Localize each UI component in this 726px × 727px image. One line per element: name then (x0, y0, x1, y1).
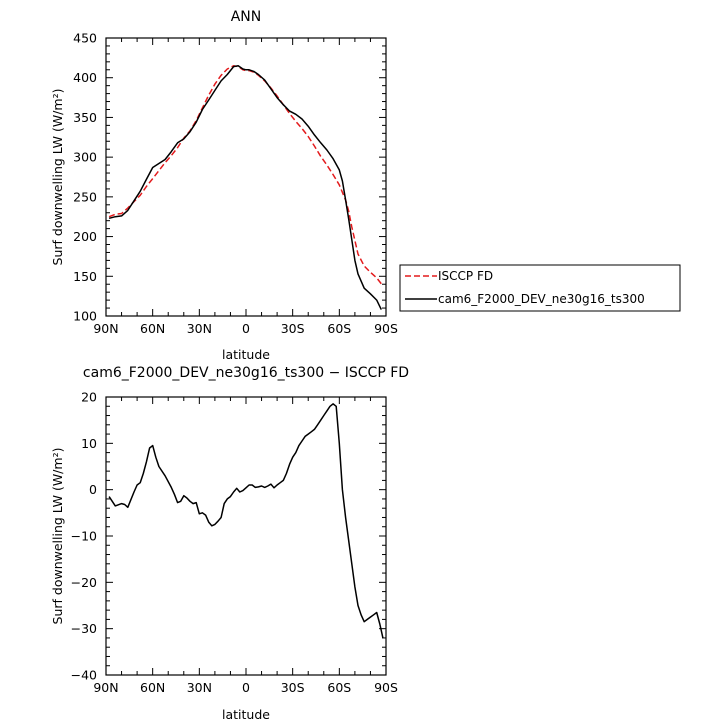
panel-bottom-ticks: 90N 60N 30N 0 30S 60S 90S −40 −30 −20 −10 0 10 20 (71, 390, 398, 696)
y-tick-label: 100 (73, 309, 97, 324)
series-line-bottom-1 (108, 403, 384, 639)
y-tick-label: −20 (71, 575, 97, 590)
y-tick-label: 0 (89, 482, 97, 497)
y-tick-label: 10 (81, 436, 97, 451)
x-tick-label: 60N (140, 321, 165, 336)
x-tick-label: 90N (93, 680, 118, 695)
panel-top-ticks: 90N 60N 30N 0 30S 60S 90S 100 150 200 250 300 350 400… (73, 31, 398, 337)
y-tick-label: 20 (81, 390, 97, 405)
panel-top-plot-frame (105, 37, 387, 317)
y-tick-label: −40 (71, 668, 97, 683)
x-tick-label: 30S (281, 321, 305, 336)
x-tick-label: 90N (93, 321, 118, 336)
legend-box (399, 264, 681, 312)
x-tick-label: 60S (327, 680, 351, 695)
series-line-top-1 (108, 65, 384, 287)
legend-label-cam6: cam6_F2000_DEV_ne30g16_ts300 (438, 292, 645, 306)
y-tick-label: 400 (73, 70, 97, 85)
series-line-top-2 (108, 65, 382, 310)
y-tick-label: −30 (71, 621, 97, 636)
x-tick-label: 30N (187, 680, 212, 695)
panel-bottom-series (108, 403, 384, 639)
x-tick-label: 0 (242, 321, 250, 336)
y-tick-label: 350 (73, 110, 97, 125)
panel-top-y-axis-label: Surf downwelling LW (W/m²) (50, 89, 65, 266)
y-tick-label: 250 (73, 189, 97, 204)
x-tick-label: 60N (140, 680, 165, 695)
x-tick-label: 30S (281, 680, 305, 695)
x-tick-label: 0 (242, 680, 250, 695)
panel-bottom-x-axis-label: latitude (222, 707, 270, 722)
legend-label-isccp: ISCCP FD (438, 269, 493, 283)
legend: ISCCP FD cam6_F2000_DEV_ne30g16_ts300 (399, 264, 681, 312)
y-tick-label: 450 (73, 31, 97, 46)
y-tick-label: 150 (73, 269, 97, 284)
x-tick-label: 90S (374, 680, 398, 695)
panel-bottom-y-axis-label: Surf downwelling LW (W/m²) (50, 448, 65, 625)
panel-top-series (108, 65, 384, 310)
panel-top-title: ANN (231, 9, 262, 25)
panel-bottom: cam6_F2000_DEV_ne30g16_ts300 − ISCCP FD … (50, 365, 409, 722)
x-tick-label: 60S (327, 321, 351, 336)
y-tick-label: 300 (73, 150, 97, 165)
panel-top-x-axis-label: latitude (222, 347, 270, 362)
y-tick-label: 200 (73, 229, 97, 244)
panel-top: ANN Surf downwelling LW (W/m²) latitude … (50, 9, 681, 362)
panel-bottom-title: cam6_F2000_DEV_ne30g16_ts300 − ISCCP FD (83, 365, 409, 381)
y-tick-label: −10 (71, 529, 97, 544)
panel-bottom-plot-frame (105, 396, 387, 676)
x-tick-label: 30N (187, 321, 212, 336)
x-tick-label: 90S (374, 321, 398, 336)
